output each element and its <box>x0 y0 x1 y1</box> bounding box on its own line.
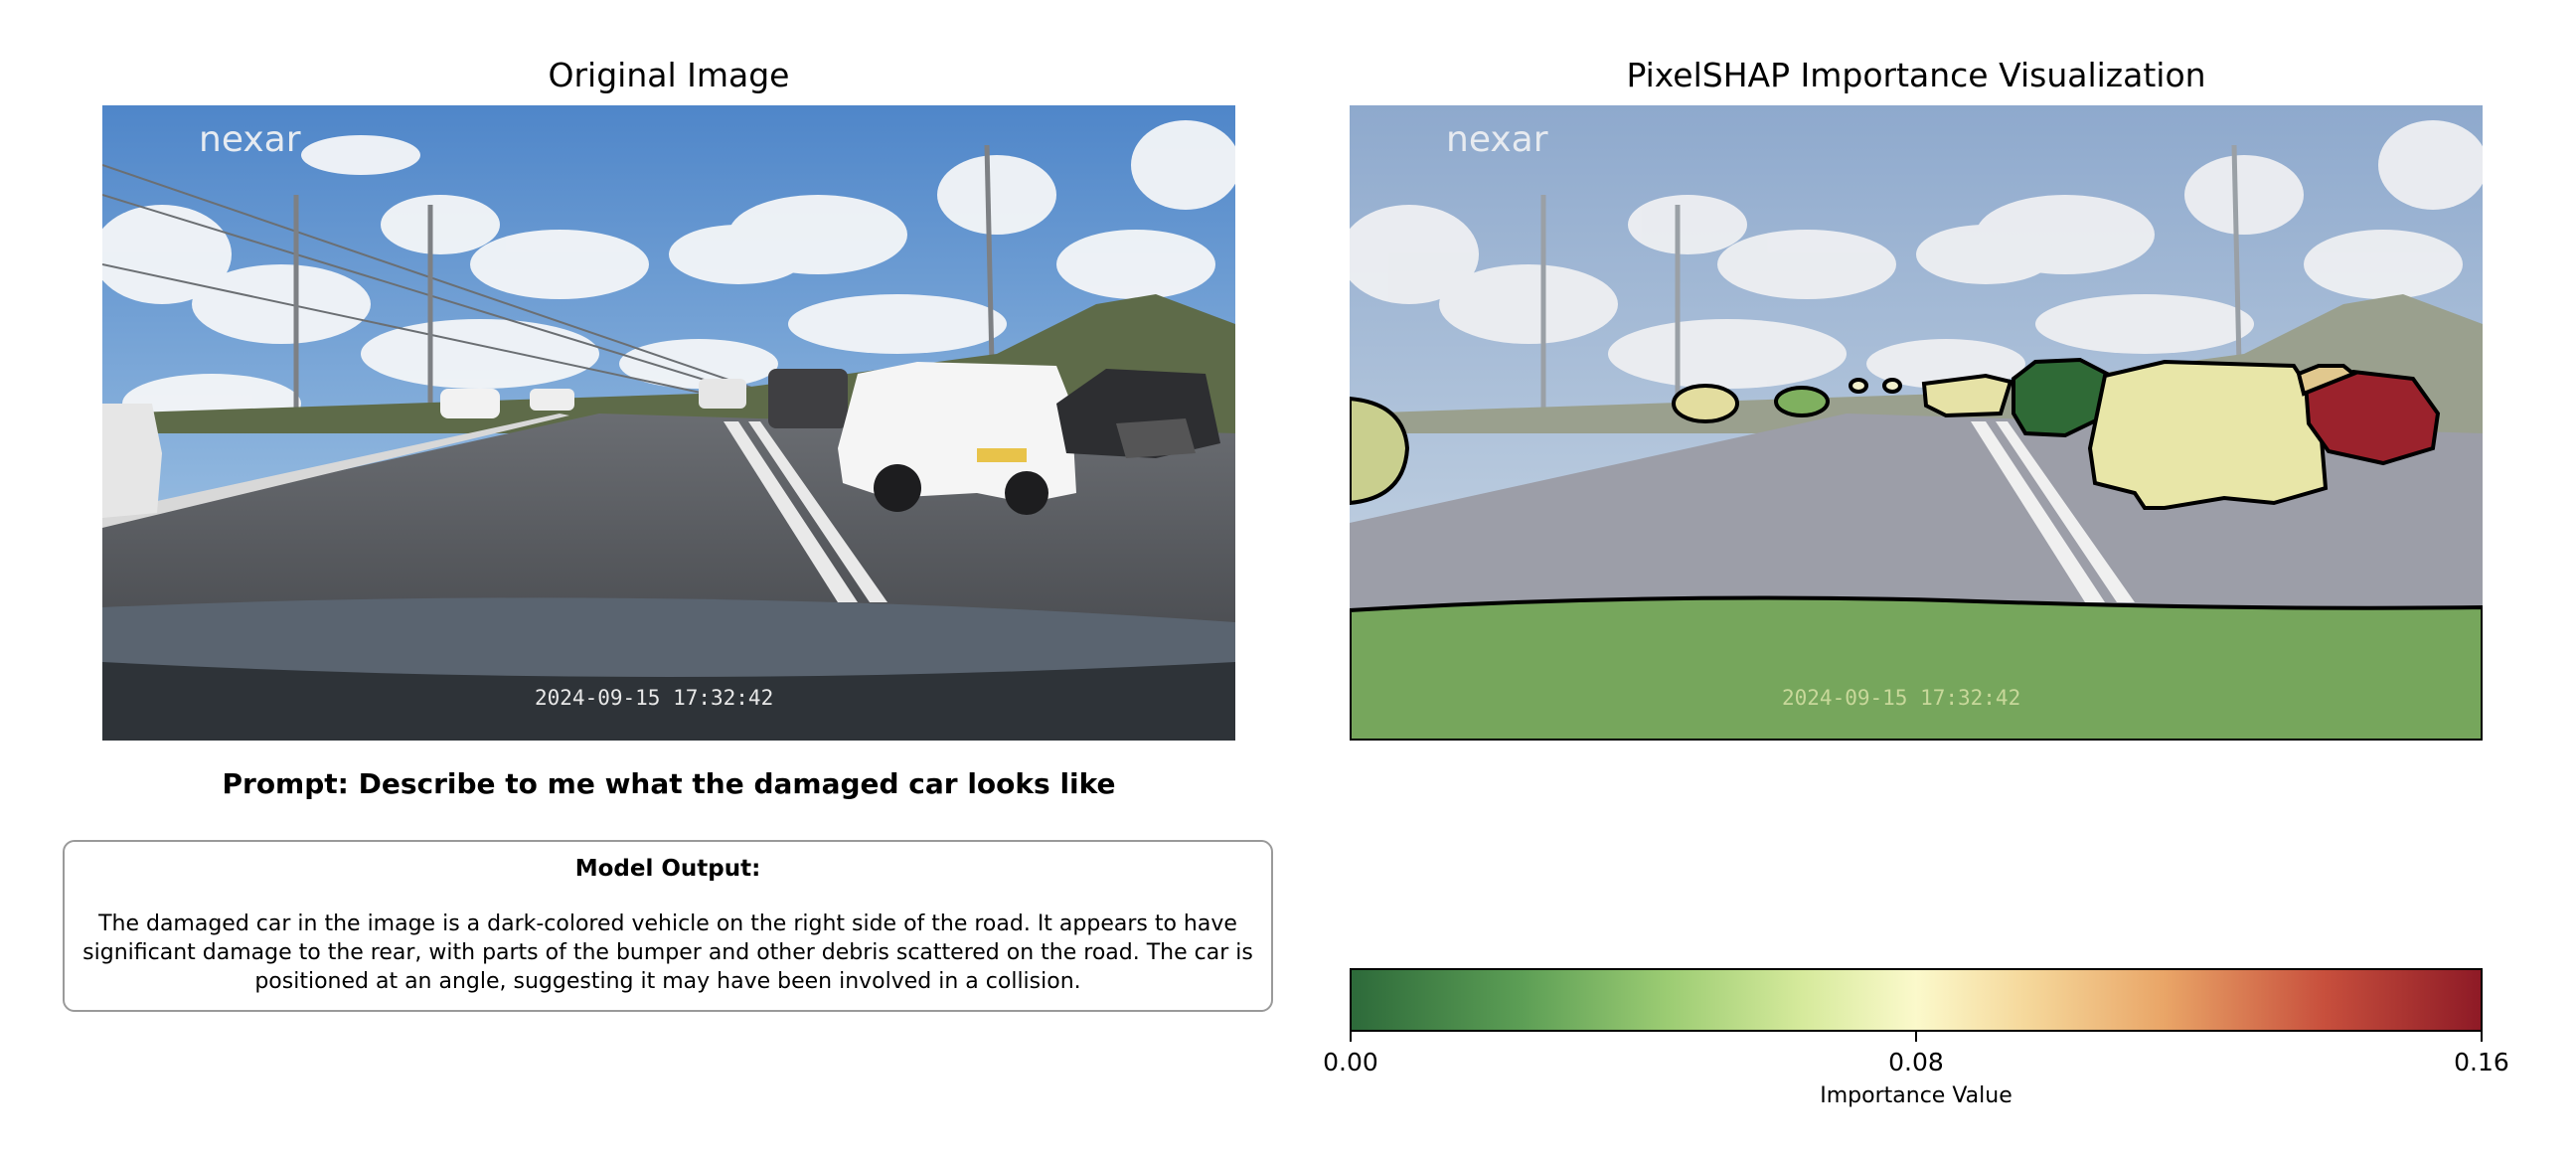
model-output-title: Model Output: <box>574 856 761 882</box>
importance-visualization: nexar 2024-09-15 17:32:42 <box>1350 105 2483 741</box>
timestamp: 2024-09-15 17:32:42 <box>535 686 774 710</box>
colorbar-min-label: 0.00 <box>1323 1048 1378 1076</box>
colorbar-tick-max <box>2481 1032 2483 1042</box>
colorbar-mid-label: 0.08 <box>1888 1048 1944 1076</box>
colorbar-max-label: 0.16 <box>2454 1048 2509 1076</box>
timestamp: 2024-09-15 17:32:42 <box>1782 686 2021 710</box>
importance-colorbar <box>1350 968 2483 1032</box>
original-image: nexar 2024-09-15 17:32:42 <box>102 105 1235 741</box>
colorbar-tick-min <box>1350 1032 1352 1042</box>
prompt-text: Prompt: Describe to me what the damaged … <box>222 767 1116 800</box>
model-output-text: The damaged car in the image is a dark-c… <box>82 911 1253 994</box>
original-image-title: Original Image <box>548 56 790 94</box>
model-output-box: Model Output: The damaged car in the ima… <box>63 840 1273 1012</box>
importance-visualization-title: PixelSHAP Importance Visualization <box>1626 56 2206 94</box>
nexar-watermark: nexar <box>1446 119 1548 160</box>
colorbar-tick-mid <box>1915 1032 1917 1042</box>
nexar-watermark: nexar <box>199 119 301 160</box>
colorbar-axis-label: Importance Value <box>1820 1083 2012 1108</box>
